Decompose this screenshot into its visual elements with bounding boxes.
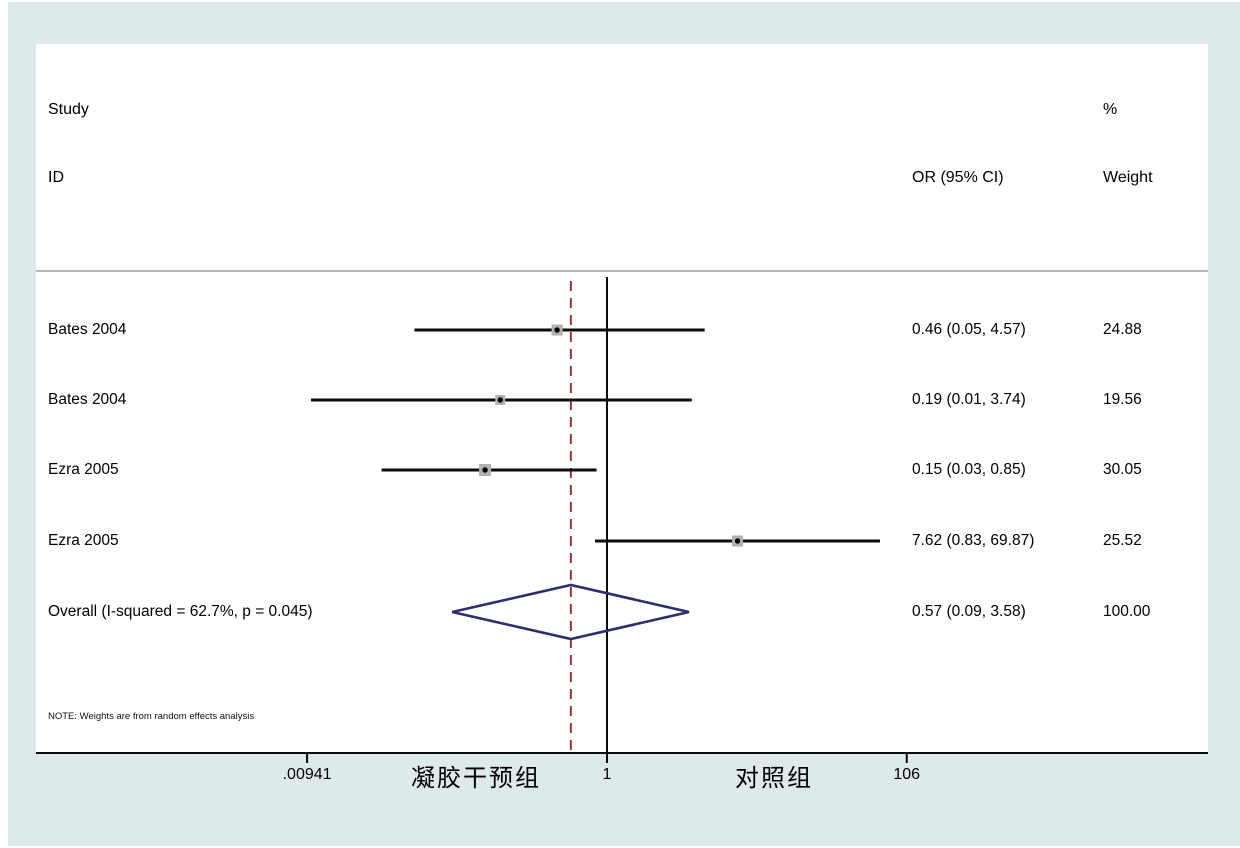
or-ci-value: 0.15 (0.03, 0.85) (912, 461, 1026, 478)
study-label: Bates 2004 (48, 391, 127, 408)
x-axis-tick-label: 106 (893, 766, 921, 783)
overall-weight-value: 100.00 (1103, 603, 1151, 620)
effect-marker-dot (482, 467, 488, 473)
or-ci-value: 0.19 (0.01, 3.74) (912, 391, 1026, 408)
overall-diamond (451, 583, 690, 641)
weight-value: 25.52 (1103, 532, 1142, 549)
forest-plot-canvas (36, 270, 1208, 763)
x-axis-tick-label: .00941 (282, 766, 332, 783)
forest-plot-figure: Study ID OR (95% CI) % Weight .00941 1 106… (8, 2, 1240, 846)
study-label: Ezra 2005 (48, 461, 119, 478)
study-label: Bates 2004 (48, 321, 127, 338)
x-axis-tick-label: 1 (602, 766, 612, 783)
effect-marker-dot (734, 538, 741, 544)
or-ci-value: 0.46 (0.05, 4.57) (912, 321, 1026, 338)
weight-value: 24.88 (1103, 321, 1142, 338)
column-header-percent: % (1103, 101, 1118, 118)
overall-label: Overall (I-squared = 62.7%, p = 0.045) (48, 603, 313, 620)
random-effects-note: NOTE: Weights are from random effects an… (48, 711, 255, 722)
column-header-id: ID (48, 169, 64, 186)
effect-marker-dot (497, 397, 503, 403)
axis-group-label-control: 对照组 (735, 765, 813, 792)
column-header-study: Study (48, 101, 89, 118)
weight-value: 30.05 (1103, 461, 1142, 478)
column-header-or: OR (95% CI) (912, 169, 1004, 186)
axis-group-label-intervention: 凝胶干预组 (411, 765, 541, 792)
effect-marker-dot (554, 327, 560, 333)
or-ci-value: 7.62 (0.83, 69.87) (912, 532, 1035, 549)
column-header-weight: Weight (1103, 169, 1153, 186)
overall-or-ci-value: 0.57 (0.09, 3.58) (912, 603, 1026, 620)
weight-value: 19.56 (1103, 391, 1142, 408)
study-label: Ezra 2005 (48, 532, 119, 549)
